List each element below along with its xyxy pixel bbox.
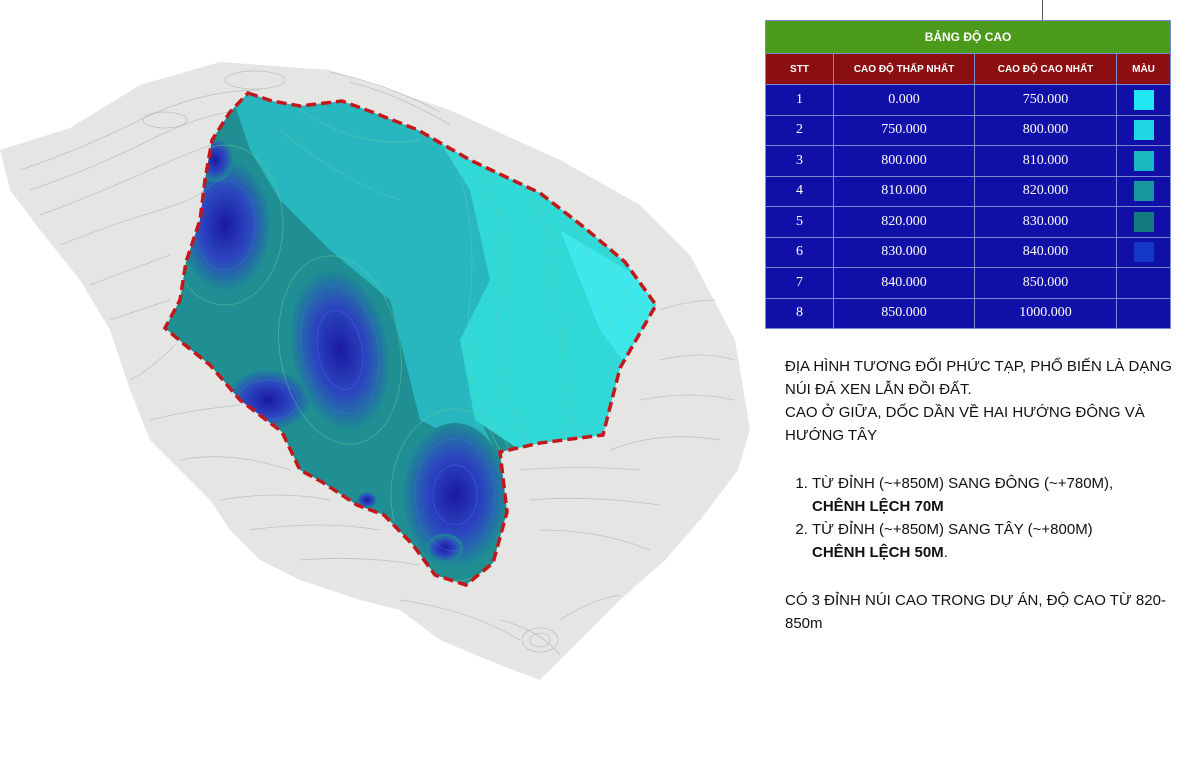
cell-min: 810.000 [833, 175, 975, 207]
cell-min: 750.000 [833, 114, 975, 146]
table-row: 6 830.000 840.000 [765, 236, 1172, 268]
peak-central [290, 270, 390, 430]
cell-min: 820.000 [833, 206, 975, 238]
column-header-max: CAO ĐỘ CAO NHẤT [974, 53, 1117, 85]
cell-color [1115, 114, 1172, 146]
list-item: TỪ ĐỈNH (~+850M) SANG ĐÔNG (~+780M), CHÊN… [812, 472, 1185, 518]
cell-max: 840.000 [974, 236, 1117, 268]
cell-max: 1000.000 [974, 297, 1117, 329]
cell-max: 830.000 [974, 206, 1117, 238]
column-header-color: MÀU [1115, 53, 1172, 85]
color-swatch [1133, 272, 1154, 293]
item-east-diff: CHÊNH LỆCH 70M [812, 498, 944, 515]
cell-stt: 6 [765, 236, 834, 268]
elevation-legend-table: BẢNG ĐỘ CAO STT CAO ĐỘ THẤP NHẤT CAO ĐỘ … [764, 20, 1172, 329]
column-header-stt: STT [765, 53, 834, 85]
cell-max: 800.000 [974, 114, 1117, 146]
frame-divider [1042, 0, 1043, 20]
cell-color [1115, 267, 1172, 299]
column-header-min: CAO ĐỘ THẤP NHẤT [833, 53, 975, 85]
peak-south-small [427, 534, 463, 562]
legend-body: 1 0.000 750.000 2 750.000 800.000 3 800.000 810.… [765, 84, 1172, 329]
list-item: TỪ ĐỈNH (~+850M) SANG TÂY (~+800M) CHÊNH … [812, 518, 1185, 564]
cell-min: 850.000 [833, 297, 975, 329]
note-peaks: CÓ 3 ĐỈNH NÚI CAO TRONG DỰ ÁN, ĐỘ CAO TỪ… [785, 592, 1166, 632]
cell-min: 800.000 [833, 145, 975, 177]
color-swatch [1133, 120, 1154, 141]
cell-min: 0.000 [833, 84, 975, 116]
cell-stt: 5 [765, 206, 834, 238]
elevation-zone-east-low [560, 230, 656, 370]
table-row: 4 810.000 820.000 [765, 175, 1172, 207]
table-row: 8 850.000 1000.000 [765, 297, 1172, 329]
item-west-end: . [943, 544, 948, 561]
cell-color [1115, 84, 1172, 116]
color-swatch [1133, 89, 1154, 110]
cell-stt: 4 [765, 175, 834, 207]
color-swatch [1133, 181, 1154, 202]
color-swatch [1133, 242, 1154, 263]
elevation-map [0, 62, 750, 680]
cell-max: 810.000 [974, 145, 1117, 177]
site-contours [166, 109, 641, 582]
table-row: 7 840.000 850.000 [765, 267, 1172, 299]
table-row: 5 820.000 830.000 [765, 206, 1172, 238]
table-row: 1 0.000 750.000 [765, 84, 1172, 116]
table-row: 3 800.000 810.000 [765, 145, 1172, 177]
elevation-zone-mid [230, 93, 500, 460]
elevation-difference-list: TỪ ĐỈNH (~+850M) SANG ĐÔNG (~+780M), CHÊN… [785, 472, 1185, 564]
note-terrain-type: ĐỊA HÌNH TƯƠNG ĐỐI PHỨC TẠP, PHỔ BIẾN LÀ… [785, 358, 1172, 398]
cell-stt: 1 [765, 84, 834, 116]
cell-color [1115, 175, 1172, 207]
cell-max: 750.000 [974, 84, 1117, 116]
color-swatch [1133, 211, 1154, 232]
terrain-notes: ĐỊA HÌNH TƯƠNG ĐỐI PHỨC TẠP, PHỔ BIẾN LÀ… [785, 355, 1185, 635]
item-west-text: TỪ ĐỈNH (~+850M) SANG TÂY (~+800M) [812, 521, 1093, 538]
color-swatch [1133, 150, 1154, 171]
cell-color [1115, 297, 1172, 329]
color-swatch [1133, 303, 1154, 324]
cell-min: 840.000 [833, 267, 975, 299]
item-east-text: TỪ ĐỈNH (~+850M) SANG ĐÔNG (~+780M), [812, 475, 1114, 492]
note-slope-direction: CAO Ở GIỮA, DỐC DẦN VỀ HAI HƯỚNG ĐÔNG VÀ… [785, 404, 1145, 444]
cell-stt: 2 [765, 114, 834, 146]
cell-color [1115, 145, 1172, 177]
cell-color [1115, 206, 1172, 238]
cell-stt: 8 [765, 297, 834, 329]
table-row: 2 750.000 800.000 [765, 114, 1172, 146]
item-west-diff: CHÊNH LỆCH 50M [812, 544, 944, 561]
cell-max: 820.000 [974, 175, 1117, 207]
legend-title: BẢNG ĐỘ CAO [764, 20, 1172, 54]
cell-stt: 3 [765, 145, 834, 177]
elevation-zone-east [420, 110, 656, 450]
project-boundary [162, 90, 659, 587]
cell-stt: 7 [765, 267, 834, 299]
cell-color [1115, 236, 1172, 268]
cell-max: 850.000 [974, 267, 1117, 299]
peak-south [403, 423, 507, 567]
peak-south-dot [357, 492, 377, 508]
cell-min: 830.000 [833, 236, 975, 268]
